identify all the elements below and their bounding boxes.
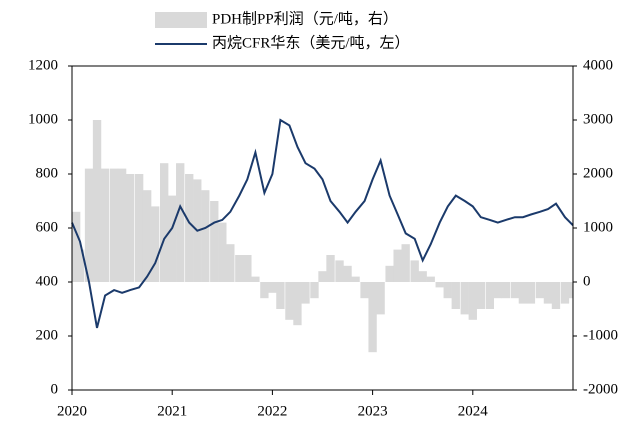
bar	[260, 282, 269, 299]
y2-tick-label: 4000	[583, 57, 613, 73]
x-tick-label: 2020	[57, 403, 87, 419]
bar	[176, 163, 185, 282]
legend-label: 丙烷CFR华东（美元/吨，左）	[212, 34, 410, 51]
bar	[393, 249, 402, 282]
bar	[72, 211, 81, 282]
y-tick-label: 0	[51, 381, 59, 397]
legend-label: PDH制PP利润（元/吨，右）	[212, 10, 398, 27]
y2-tick-label: -2000	[583, 381, 618, 397]
bar	[117, 168, 127, 282]
bar	[501, 282, 511, 299]
bar	[125, 174, 135, 282]
y2-tick-label: 1000	[583, 219, 613, 235]
bar	[210, 201, 219, 282]
bar	[468, 282, 477, 320]
y2-tick-label: 0	[583, 273, 591, 289]
bar	[142, 190, 152, 282]
bar	[376, 282, 385, 315]
y2-tick-label: 2000	[583, 165, 613, 181]
x-tick-label: 2021	[157, 403, 187, 419]
bar	[426, 276, 435, 282]
bar	[385, 265, 394, 282]
bar	[185, 174, 194, 282]
bar	[285, 282, 294, 320]
bar	[551, 282, 561, 309]
y-tick-label: 400	[36, 273, 59, 289]
bar	[485, 282, 495, 309]
bar	[268, 282, 277, 293]
bar	[518, 282, 528, 304]
y-tick-label: 1200	[28, 57, 58, 73]
bar	[201, 190, 210, 282]
bar	[218, 222, 227, 282]
bar	[75, 249, 85, 282]
bar	[92, 120, 102, 282]
bar	[335, 260, 344, 282]
y-tick-label: 200	[36, 327, 59, 343]
bar	[326, 255, 335, 282]
bar	[235, 255, 244, 282]
bar	[318, 271, 327, 282]
bar	[310, 282, 319, 299]
bar	[134, 174, 144, 282]
bar	[435, 282, 444, 288]
bar	[343, 265, 352, 282]
bar	[301, 282, 310, 304]
bar	[410, 260, 419, 282]
bar	[160, 163, 169, 282]
bar	[109, 168, 119, 282]
bar	[243, 255, 252, 282]
bar	[443, 282, 452, 299]
x-tick-label: 2022	[257, 403, 287, 419]
bar	[543, 282, 553, 304]
bar	[418, 271, 427, 282]
bar	[150, 206, 160, 282]
x-tick-label: 2023	[358, 403, 388, 419]
bar	[460, 282, 469, 315]
bar	[560, 282, 570, 304]
bar	[351, 276, 360, 282]
y2-tick-label: -1000	[583, 327, 618, 343]
bar	[493, 282, 503, 299]
bar	[226, 244, 235, 282]
bar	[293, 282, 302, 326]
bar	[100, 168, 110, 282]
bar	[451, 282, 460, 309]
y2-tick-label: 3000	[583, 111, 613, 127]
x-tick-label: 2024	[458, 403, 489, 419]
bar	[401, 244, 410, 282]
bar	[168, 195, 177, 282]
y-tick-label: 600	[36, 219, 59, 235]
y-tick-label: 1000	[28, 111, 58, 127]
legend-swatch	[155, 12, 207, 28]
bar	[251, 276, 260, 282]
bar	[276, 282, 285, 309]
bar	[535, 282, 545, 299]
y-tick-label: 800	[36, 165, 59, 181]
bar	[368, 282, 377, 353]
bar	[360, 282, 369, 299]
bar	[568, 282, 573, 299]
line	[71, 118, 574, 329]
bar	[84, 168, 94, 282]
bar	[526, 282, 536, 304]
bar	[510, 282, 520, 299]
bar	[476, 282, 485, 309]
